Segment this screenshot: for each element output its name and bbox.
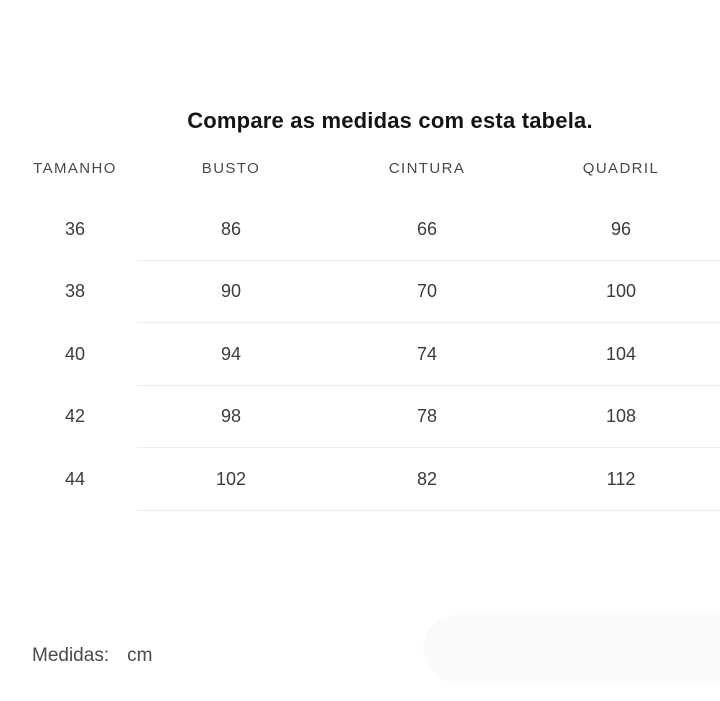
cell-busto: 94 [220,343,242,364]
table-row: 40 94 74 104 [0,323,720,386]
cell-cintura: 70 [416,281,438,302]
table-row: 42 98 78 108 [0,386,720,449]
column-header-cintura: CINTURA [388,159,466,177]
cell-quadril: 112 [606,468,636,489]
cell-busto: 102 [215,468,247,489]
cell-quadril: 104 [605,343,637,364]
cell-tamanho: 40 [64,343,86,364]
cell-busto: 86 [220,218,242,239]
cell-cintura: 82 [416,468,438,489]
table-row: 38 90 70 100 [0,261,720,324]
cell-busto: 90 [220,281,242,302]
cell-busto: 98 [220,406,242,427]
cell-tamanho: 38 [64,281,86,302]
measurement-unit-value: cm [127,645,153,666]
cell-quadril: 100 [605,281,637,302]
column-header-tamanho: TAMANHO [33,159,117,177]
page-title: Compare as medidas com esta tabela. [187,108,593,133]
measurement-label: Medidas: [32,645,110,666]
cell-quadril: 108 [605,406,637,427]
cell-tamanho: 42 [64,406,86,427]
cell-cintura: 78 [416,406,438,427]
column-header-quadril: QUADRIL [582,159,660,177]
table-row: 36 86 66 96 [0,198,720,261]
cell-tamanho: 44 [64,468,86,489]
table-header-row: TAMANHO BUSTO CINTURA QUADRIL [0,138,720,198]
rounded-panel-background [423,615,720,683]
cell-cintura: 74 [416,343,438,364]
table-row: 44 102 82 112 [0,448,720,511]
size-comparison-table: TAMANHO BUSTO CINTURA QUADRIL 36 86 66 9… [0,138,720,511]
cell-tamanho: 36 [64,218,86,239]
measurement-unit-line: Medidas: cm [32,645,152,667]
column-header-busto: BUSTO [201,159,261,177]
cell-cintura: 66 [416,218,438,239]
cell-quadril: 96 [610,218,632,239]
